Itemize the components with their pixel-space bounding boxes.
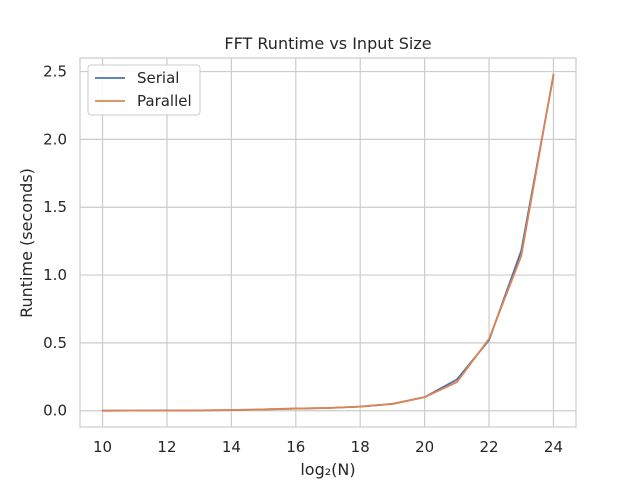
x-tick-label: 22 [479, 438, 498, 456]
y-tick-label: 1.0 [43, 266, 67, 284]
x-tick-label: 24 [544, 438, 563, 456]
x-tick-label: 12 [157, 438, 176, 456]
y-tick-label: 0.5 [43, 334, 67, 352]
x-tick-label: 16 [286, 438, 305, 456]
y-tick-label: 0.0 [43, 402, 67, 420]
x-axis-label: log₂(N) [300, 460, 355, 479]
y-tick-label: 2.0 [43, 130, 67, 148]
y-tick-label: 1.5 [43, 198, 67, 216]
series-lines [101, 73, 555, 412]
legend-label-serial: Serial [137, 69, 179, 87]
x-tick-label: 20 [415, 438, 434, 456]
legend: Serial Parallel [87, 64, 201, 116]
x-tick-label: 18 [351, 438, 370, 456]
legend-label-parallel: Parallel [137, 92, 192, 110]
y-tick-label: 2.5 [43, 63, 67, 81]
x-tick-label: 10 [93, 438, 112, 456]
y-axis-label: Runtime (seconds) [17, 168, 36, 318]
series-line-parallel [101, 73, 555, 412]
y-tick-labels: 0.0 0.5 1.0 1.5 2.0 2.5 [43, 63, 67, 420]
x-tick-label: 14 [222, 438, 241, 456]
x-tick-labels: 10 12 14 16 18 20 22 24 [93, 438, 563, 456]
plot-area [79, 57, 577, 428]
chart-title: FFT Runtime vs Input Size [224, 34, 431, 53]
